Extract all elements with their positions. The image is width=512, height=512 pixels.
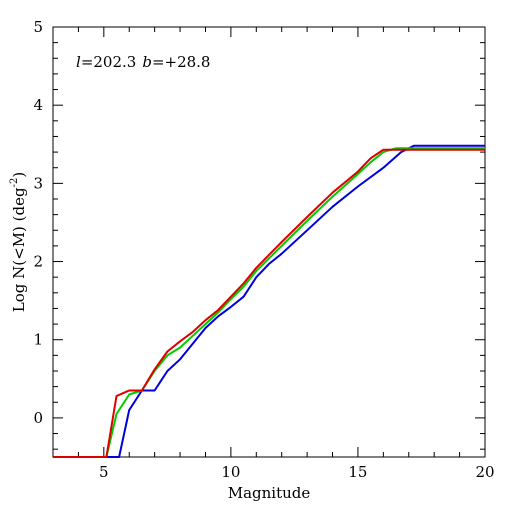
series-line-1 — [53, 144, 485, 458]
y-axis-label: Log N(<M) (deg-2) — [9, 172, 28, 312]
series-line-2 — [53, 147, 485, 458]
annotation-b-value: =+28.8 — [152, 53, 211, 71]
x-tick-label: 20 — [475, 463, 494, 481]
y-tick-label: 1 — [33, 331, 43, 349]
y-tick-label: 5 — [33, 18, 43, 36]
annotation-l-value: =202.3 — [81, 53, 137, 71]
tick-labels: 5 10 15 20 0 1 2 3 4 5 — [33, 18, 494, 481]
x-tick-label: 5 — [99, 463, 109, 481]
y-tick-label: 0 — [33, 409, 43, 427]
series-lines — [53, 144, 485, 458]
axis-ticks — [52, 26, 486, 457]
plot-frame — [52, 26, 486, 458]
series-line-3 — [53, 148, 485, 458]
y-axis-label-close: ) — [10, 172, 28, 178]
x-tick-label: 10 — [221, 463, 240, 481]
y-axis-label-superscript: -2 — [9, 178, 20, 188]
y-axis-label-main: Log N(<M) (deg — [10, 187, 28, 312]
y-tick-label: 4 — [33, 96, 43, 114]
annotation: l=202.3 b=+28.8 — [76, 53, 210, 71]
annotation-l-symbol: l — [76, 53, 81, 71]
x-axis-label: Magnitude — [228, 484, 311, 502]
x-tick-label: 15 — [348, 463, 367, 481]
y-tick-label: 2 — [33, 253, 43, 271]
annotation-b-symbol: b — [142, 53, 152, 71]
y-tick-label: 3 — [33, 174, 43, 192]
